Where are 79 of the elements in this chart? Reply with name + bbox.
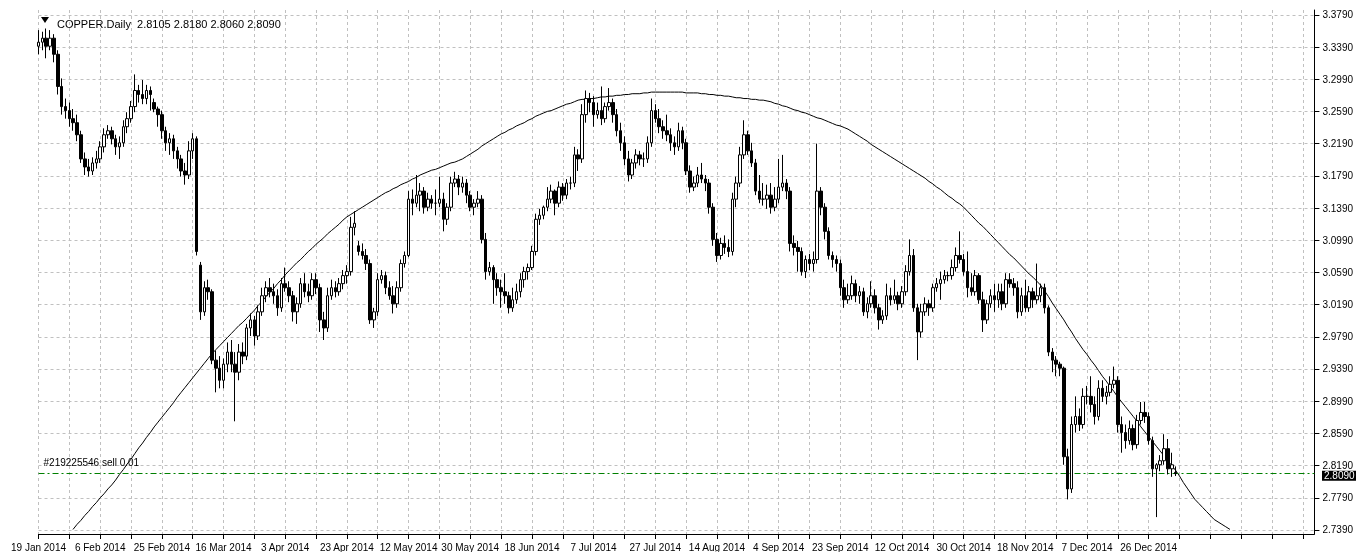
- candlestick: [334, 280, 337, 298]
- candlestick: [310, 272, 314, 301]
- x-tick-label: 16 Mar 2014: [195, 541, 253, 553]
- x-tick-label: 18 Jun 2014: [504, 541, 560, 553]
- y-tick-label: 2.8590: [1322, 427, 1354, 439]
- x-tick-label: 12 May 2014: [379, 541, 438, 553]
- y-tick-label: 2.9790: [1322, 331, 1354, 343]
- y-tick-label: 3.0590: [1322, 266, 1354, 278]
- candlestick: [149, 85, 152, 112]
- candlestick: [1004, 272, 1008, 309]
- text: COPPER.Daily 2.8105 2.8180 2.8060 2.8090: [57, 17, 281, 30]
- candlestick: [357, 240, 360, 256]
- x-tick-label: 19 Jan 2014: [10, 541, 67, 553]
- candlestick: [1128, 420, 1131, 446]
- text: 2.8090: [1324, 470, 1356, 482]
- y-tick-label: 2.9390: [1322, 363, 1354, 375]
- x-tick-label: 23 Sep 2014: [811, 541, 870, 553]
- y-tick-label: 2.7790: [1322, 492, 1354, 504]
- candlestick: [1081, 387, 1085, 430]
- x-tick-label: 4 Sep 2014: [753, 541, 805, 553]
- candlestick: [1035, 263, 1039, 305]
- candlestick: [997, 283, 1000, 309]
- candlestick: [457, 174, 460, 196]
- x-tick-label: 14 Aug 2014: [688, 541, 746, 553]
- candlestick: [1024, 279, 1027, 313]
- x-tick-label: 30 Oct 2014: [936, 541, 992, 553]
- candlestick: [850, 275, 854, 301]
- x-tick-label: 30 May 2014: [441, 541, 500, 553]
- candlestick: [141, 79, 144, 105]
- x-tick-label: 3 Apr 2014: [261, 541, 310, 553]
- candlestick: [430, 194, 433, 210]
- candlestick: [492, 264, 495, 305]
- x-tick-label: 27 Jul 2014: [629, 541, 682, 553]
- candlestick: [765, 184, 769, 210]
- x-tick-label: 18 Nov 2014: [996, 541, 1055, 553]
- candlestick: [565, 178, 568, 200]
- x-tick-label: 26 Dec 2014: [1120, 541, 1178, 553]
- candlestick: [1097, 379, 1100, 422]
- candlestick: [677, 122, 680, 152]
- y-tick-label: 3.2990: [1322, 73, 1354, 85]
- candlestick: [391, 285, 395, 314]
- y-tick-label: 3.1390: [1322, 202, 1354, 214]
- x-tick-label: 6 Feb 2014: [74, 541, 126, 553]
- candlestick: [573, 146, 576, 188]
- candlestick: [862, 287, 865, 317]
- candlestick: [195, 135, 198, 256]
- candlestick: [44, 28, 48, 59]
- y-tick-label: 2.8990: [1322, 395, 1354, 407]
- candlestick: [696, 166, 699, 188]
- candlestick: [37, 29, 40, 55]
- y-tick-label: 3.0190: [1322, 299, 1354, 311]
- x-tick-label: 12 Oct 2014: [874, 541, 930, 553]
- candlestick: [422, 186, 426, 215]
- candlestick: [719, 237, 723, 261]
- candlestick: [854, 279, 857, 303]
- x-tick-label: 25 Feb 2014: [133, 541, 191, 553]
- y-tick-label: 3.2590: [1322, 105, 1354, 117]
- candlestick: [885, 283, 888, 321]
- y-tick-label: 2.7390: [1322, 524, 1354, 536]
- candlestick: [592, 95, 595, 128]
- candlestick: [68, 102, 71, 128]
- candlestick: [1166, 438, 1170, 475]
- candlestick: [769, 182, 773, 215]
- y-tick-label: 3.3790: [1322, 9, 1354, 21]
- candlestick: [638, 150, 642, 166]
- candlestick: [1016, 280, 1019, 319]
- x-tick-label: 23 Apr 2014: [319, 541, 375, 553]
- candlestick: [511, 287, 514, 313]
- x-tick-label: 7 Dec 2014: [1061, 541, 1113, 553]
- y-tick-label: 3.0990: [1322, 234, 1354, 246]
- x-tick-label: 7 Jul 2014: [570, 541, 618, 553]
- candlestick: [939, 271, 942, 301]
- y-tick-label: 3.1790: [1322, 170, 1354, 182]
- candlestick: [966, 250, 969, 298]
- candlestick: [199, 261, 202, 321]
- candlestick: [993, 283, 996, 313]
- y-tick-label: 2.8190: [1322, 460, 1354, 472]
- y-tick-label: 3.3390: [1322, 41, 1354, 53]
- y-tick-label: 3.2190: [1322, 138, 1354, 150]
